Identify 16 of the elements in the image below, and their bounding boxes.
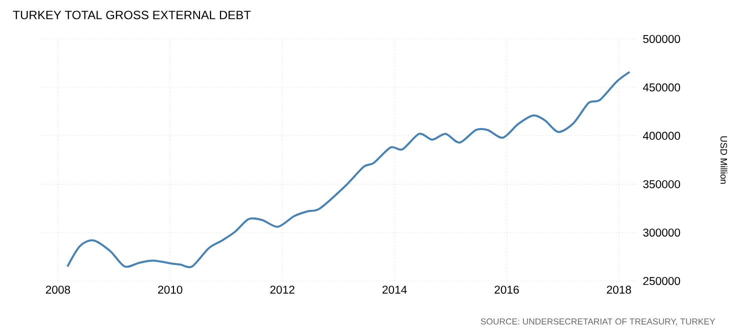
line-series (66, 70, 631, 268)
x-tick-label: 2016 (494, 286, 519, 294)
x-tick-label: 2014 (382, 286, 407, 294)
y-axis-title: USD Million (720, 136, 728, 184)
x-tick-label: 2010 (158, 286, 182, 294)
y-tick-label: 350000 (643, 180, 680, 188)
y-tick-label: 400000 (642, 132, 680, 140)
y-tick-label: 250000 (643, 276, 680, 286)
x-tick-label: 2018 (606, 286, 632, 294)
y-tick-label: 450000 (642, 83, 680, 92)
x-tick-label: 2008 (46, 286, 70, 294)
x-tick-label: 2012 (270, 286, 294, 294)
source-note: SOURCE: UNDERSECRETARIAT OF TREASURY, TURKEY (480, 318, 716, 326)
y-tick-label: 500000 (643, 34, 680, 43)
chart-title: TURKEY TOTAL GROSS EXTERNAL DEBT (12, 10, 251, 20)
y-tick-label: 300000 (643, 228, 680, 237)
